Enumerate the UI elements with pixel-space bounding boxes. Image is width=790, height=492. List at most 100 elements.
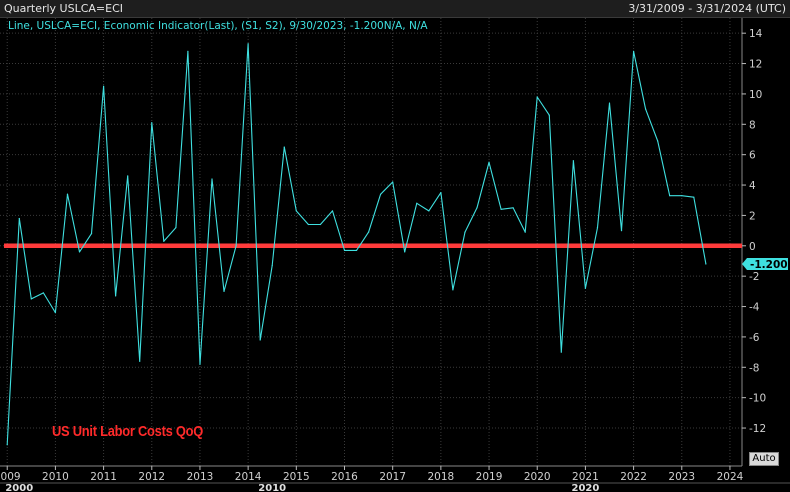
y-tick-label: -6 xyxy=(749,332,760,344)
data-point xyxy=(259,339,261,341)
data-point xyxy=(367,231,370,233)
decade-label: 2020 xyxy=(571,483,599,492)
last-value-badge xyxy=(742,258,788,271)
y-axis-ticks: 14 12 10 8 6 4 2 0 -2 -4 -6 -8 -10 -12 xyxy=(742,28,766,435)
data-point xyxy=(500,208,502,210)
data-point xyxy=(54,312,57,314)
x-tick-label: 2023 xyxy=(668,471,695,483)
x-tick-label: 2021 xyxy=(572,471,599,483)
data-point xyxy=(187,50,189,53)
data-point xyxy=(488,161,490,163)
data-point xyxy=(283,146,285,148)
data-point xyxy=(78,251,81,253)
last-value-group: -1.200 xyxy=(742,258,788,271)
data-point xyxy=(6,444,8,446)
y-tick-label: -4 xyxy=(749,302,760,314)
decade-label: 2000 xyxy=(5,483,33,492)
date-range[interactable]: 3/31/2009 - 3/31/2024 (UTC) xyxy=(628,2,786,15)
data-point xyxy=(620,230,623,232)
chart-annotation: US Unit Labor Costs QoQ xyxy=(52,423,204,440)
data-point xyxy=(319,223,322,226)
chart-header-bar: Quarterly USLCA=ECI 3/31/2009 - 3/31/202… xyxy=(0,0,790,18)
x-tick-label: 2010 xyxy=(42,471,69,483)
x-tick-label: 2018 xyxy=(427,471,454,483)
data-point xyxy=(536,96,538,98)
x-axis-ticks: 2009 2010 2011 2012 2013 2014 2015 2016 2017 2018… xyxy=(0,466,744,483)
x-tick-label: 2016 xyxy=(331,471,358,483)
data-point xyxy=(693,196,695,198)
last-value-label: -1.200 xyxy=(750,259,788,271)
y-tick-label: 12 xyxy=(749,59,762,71)
data-point xyxy=(608,102,611,104)
data-point xyxy=(440,192,442,194)
data-point xyxy=(404,251,406,253)
data-point xyxy=(102,85,105,87)
x-tick-label: 2022 xyxy=(620,471,647,483)
y-tick-label: 14 xyxy=(749,28,763,40)
y-tick-label: 10 xyxy=(749,89,762,101)
data-point xyxy=(476,207,478,209)
data-point xyxy=(524,231,526,233)
grid-lines xyxy=(0,18,742,466)
data-point xyxy=(66,193,69,195)
y-tick-label: 8 xyxy=(749,119,756,131)
x-tick-label: 2014 xyxy=(235,471,262,483)
data-point xyxy=(163,240,165,242)
data-point xyxy=(548,114,550,116)
data-point xyxy=(512,207,514,209)
data-point xyxy=(681,195,683,197)
x-tick-label: 2019 xyxy=(476,471,503,483)
y-tick-label: -8 xyxy=(749,362,759,374)
data-point xyxy=(331,210,334,212)
chart-title: Quarterly USLCA=ECI xyxy=(4,2,124,15)
data-point xyxy=(645,108,647,110)
decade-labels: 2000 2010 2020 xyxy=(5,483,599,492)
axes xyxy=(0,18,790,484)
data-point xyxy=(90,233,93,235)
x-tick-label: 2020 xyxy=(524,471,551,483)
data-point xyxy=(115,295,117,297)
series-group xyxy=(6,43,707,446)
data-point xyxy=(669,195,671,197)
x-tick-label: 2015 xyxy=(283,471,310,483)
y-tick-label: 2 xyxy=(749,210,756,222)
data-point xyxy=(632,50,635,53)
y-tick-label: -12 xyxy=(749,423,766,435)
data-point xyxy=(596,226,599,229)
data-point xyxy=(151,122,153,124)
y-tick-label: -10 xyxy=(749,393,766,405)
data-point xyxy=(416,202,418,204)
x-tick-label: 2017 xyxy=(379,471,406,483)
data-point xyxy=(572,160,574,162)
data-point xyxy=(464,231,466,233)
data-point xyxy=(428,210,430,212)
data-point xyxy=(175,226,177,229)
data-point xyxy=(199,363,201,365)
data-point xyxy=(42,292,44,294)
data-point xyxy=(18,217,20,220)
data-point xyxy=(705,263,707,265)
data-point xyxy=(343,249,346,251)
data-point xyxy=(392,181,394,183)
data-point xyxy=(127,175,129,177)
x-tick-label: 2024 xyxy=(717,471,744,483)
x-tick-label: 2013 xyxy=(187,471,214,483)
data-point xyxy=(271,264,273,267)
x-tick-label: 2012 xyxy=(138,471,165,483)
data-point xyxy=(30,298,32,300)
x-tick-label: 2009 xyxy=(0,471,21,483)
data-point xyxy=(139,360,141,362)
decade-label: 2010 xyxy=(258,483,286,492)
y-tick-label: 6 xyxy=(749,150,756,162)
data-point xyxy=(560,351,562,353)
data-point xyxy=(295,210,297,212)
x-tick-label: 2011 xyxy=(90,471,117,483)
y-tick-label: -2 xyxy=(749,271,759,283)
data-point xyxy=(657,140,659,142)
data-point xyxy=(584,287,587,289)
auto-scale-button[interactable]: Auto xyxy=(749,452,779,466)
data-point xyxy=(355,249,358,251)
data-point xyxy=(307,223,309,226)
y-tick-label: 0 xyxy=(749,241,756,253)
